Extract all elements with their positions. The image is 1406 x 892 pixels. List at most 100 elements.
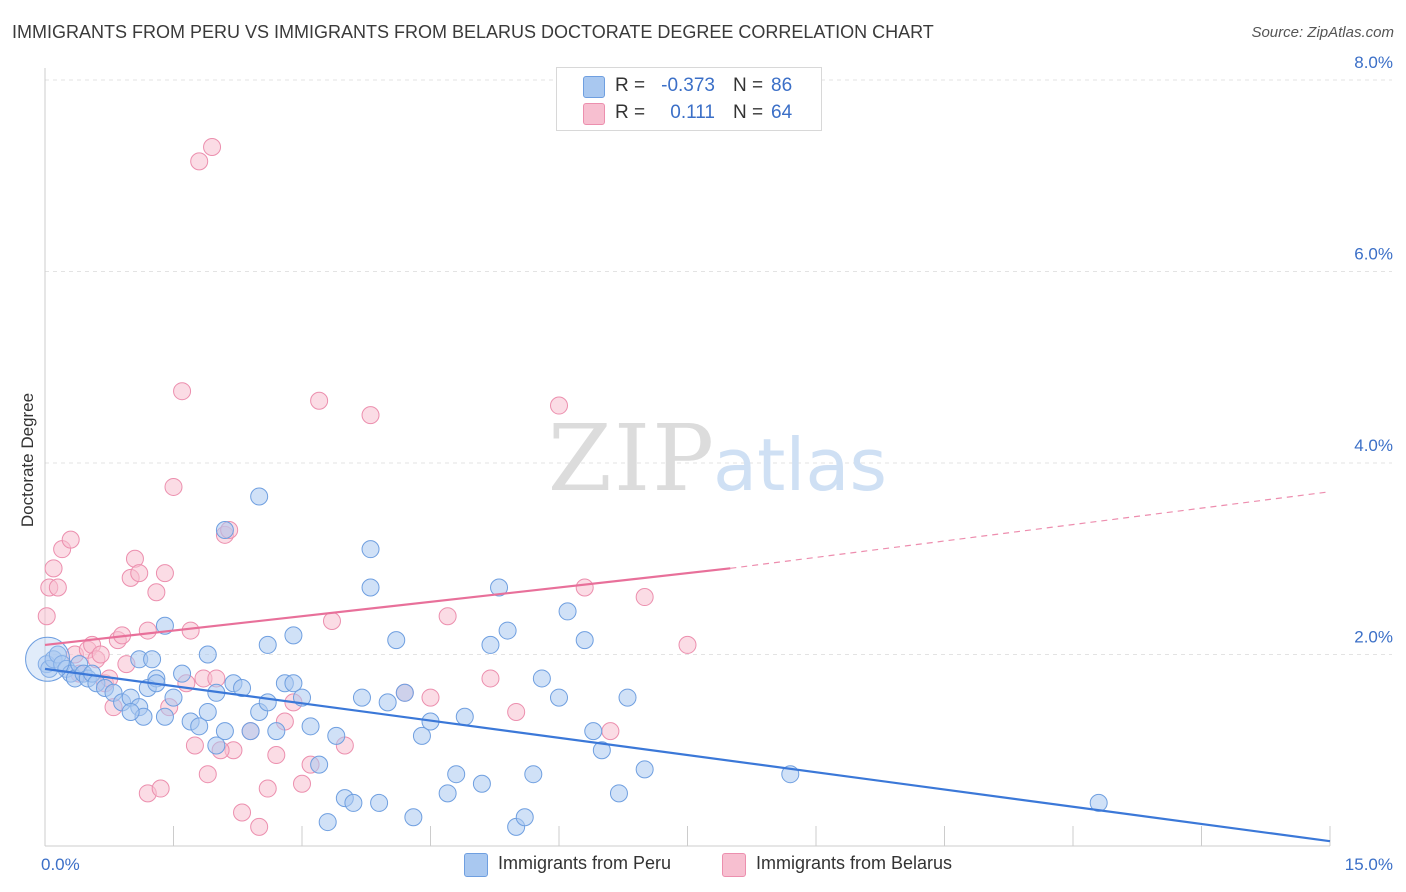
y-tick-label: 8.0%	[1354, 53, 1393, 72]
peru-point	[173, 664, 192, 683]
peru-point	[515, 808, 534, 827]
peru-point	[198, 645, 217, 664]
peru-point	[609, 784, 628, 803]
peru-point	[233, 679, 252, 698]
peru-point	[155, 707, 174, 726]
belarus-point	[550, 396, 568, 415]
belarus-point	[322, 611, 341, 630]
belarus-point	[130, 564, 149, 583]
peru-point	[404, 808, 423, 827]
belarus-point	[601, 722, 620, 741]
belarus-point	[61, 530, 80, 549]
gridlines	[45, 79, 1392, 655]
peru-point	[241, 722, 260, 741]
belarus-point	[198, 765, 217, 784]
belarus-point	[293, 774, 311, 793]
peru-point	[215, 521, 234, 540]
peru-point	[215, 722, 234, 741]
belarus-point	[250, 817, 269, 836]
peru-trend-line	[44, 667, 1331, 843]
peru-point	[361, 578, 380, 597]
legend-n-label: N =	[733, 75, 764, 96]
x-tick-label: 0.0%	[41, 855, 80, 874]
y-tick-label: 4.0%	[1354, 436, 1393, 455]
peru-point	[395, 683, 414, 702]
y-tick-label: 2.0%	[1354, 628, 1393, 647]
peru-point	[481, 635, 500, 654]
peru-point	[532, 669, 551, 688]
legend-r-label: R =	[615, 75, 646, 96]
belarus-point	[575, 578, 594, 597]
belarus-point	[151, 779, 170, 798]
peru-point	[387, 631, 406, 650]
stats-legend: R = -0.373 N = 86 R = 0.111 N = 64	[556, 67, 822, 131]
peru-point	[378, 693, 397, 712]
belarus-point	[310, 391, 329, 410]
chart-title: IMMIGRANTS FROM PERU VS IMMIGRANTS FROM …	[12, 22, 934, 42]
belarus-trend-line	[44, 567, 731, 647]
bottom-legend-swatch-peru	[464, 853, 488, 877]
peru-point	[352, 688, 371, 707]
peru-point	[250, 487, 269, 506]
y-tick-label: 6.0%	[1354, 245, 1393, 264]
belarus-point	[138, 621, 157, 640]
belarus-point	[190, 152, 209, 171]
peru-point	[301, 717, 320, 736]
trend-lines	[44, 491, 1331, 843]
peru-point	[198, 702, 217, 721]
legend-swatch-peru	[583, 76, 605, 98]
belarus-point	[37, 607, 56, 626]
peru-point	[190, 717, 209, 736]
peru-point	[267, 722, 286, 741]
axes	[44, 68, 1331, 847]
belarus-point	[164, 477, 183, 496]
belarus-point	[44, 559, 63, 578]
peru-points	[25, 487, 1108, 836]
bottom-legend-label-belarus: Immigrants from Belarus	[756, 853, 953, 873]
peru-point	[310, 755, 329, 774]
peru-point	[550, 688, 568, 707]
peru-point	[344, 793, 363, 812]
belarus-point	[233, 803, 252, 822]
peru-point	[121, 702, 140, 721]
belarus-trend-dashed	[730, 491, 1331, 569]
legend-swatch-belarus	[583, 103, 605, 125]
belarus-point	[481, 669, 500, 688]
peru-point	[472, 774, 491, 793]
belarus-point	[421, 688, 440, 707]
tick-labels: 0.0% 15.0% 2.0% 4.0% 6.0% 8.0%	[41, 53, 1393, 874]
peru-point	[447, 765, 466, 784]
legend-r-value: -0.373	[661, 75, 715, 96]
peru-point	[635, 760, 654, 779]
peru-point	[284, 626, 303, 645]
belarus-point	[203, 138, 222, 157]
belarus-point	[361, 406, 380, 425]
peru-point	[490, 578, 509, 597]
peru-point	[498, 621, 517, 640]
peru-point	[438, 784, 457, 803]
belarus-point	[91, 645, 110, 664]
belarus-point	[507, 702, 526, 721]
belarus-point	[258, 779, 277, 798]
peru-point	[370, 793, 389, 812]
peru-point	[284, 674, 303, 693]
peru-point	[318, 813, 337, 832]
bottom-legend-swatch-belarus	[722, 853, 746, 877]
source-label: Source: ZipAtlas.com	[1251, 24, 1394, 41]
legend-row-peru: R = -0.373 N = 86	[557, 75, 821, 99]
belarus-point	[185, 736, 204, 755]
peru-point	[558, 602, 577, 621]
peru-point	[258, 635, 277, 654]
peru-point	[524, 765, 543, 784]
legend-r-label: R =	[615, 102, 646, 123]
legend-n-value: 64	[771, 102, 793, 123]
belarus-point	[678, 635, 697, 654]
peru-point	[1089, 793, 1108, 812]
peru-point	[143, 650, 162, 669]
peru-point	[455, 707, 474, 726]
belarus-point	[155, 564, 174, 583]
x-tick-label: 15.0%	[1345, 855, 1393, 874]
belarus-point	[147, 583, 166, 602]
bottom-legend-label-peru: Immigrants from Peru	[498, 853, 672, 873]
